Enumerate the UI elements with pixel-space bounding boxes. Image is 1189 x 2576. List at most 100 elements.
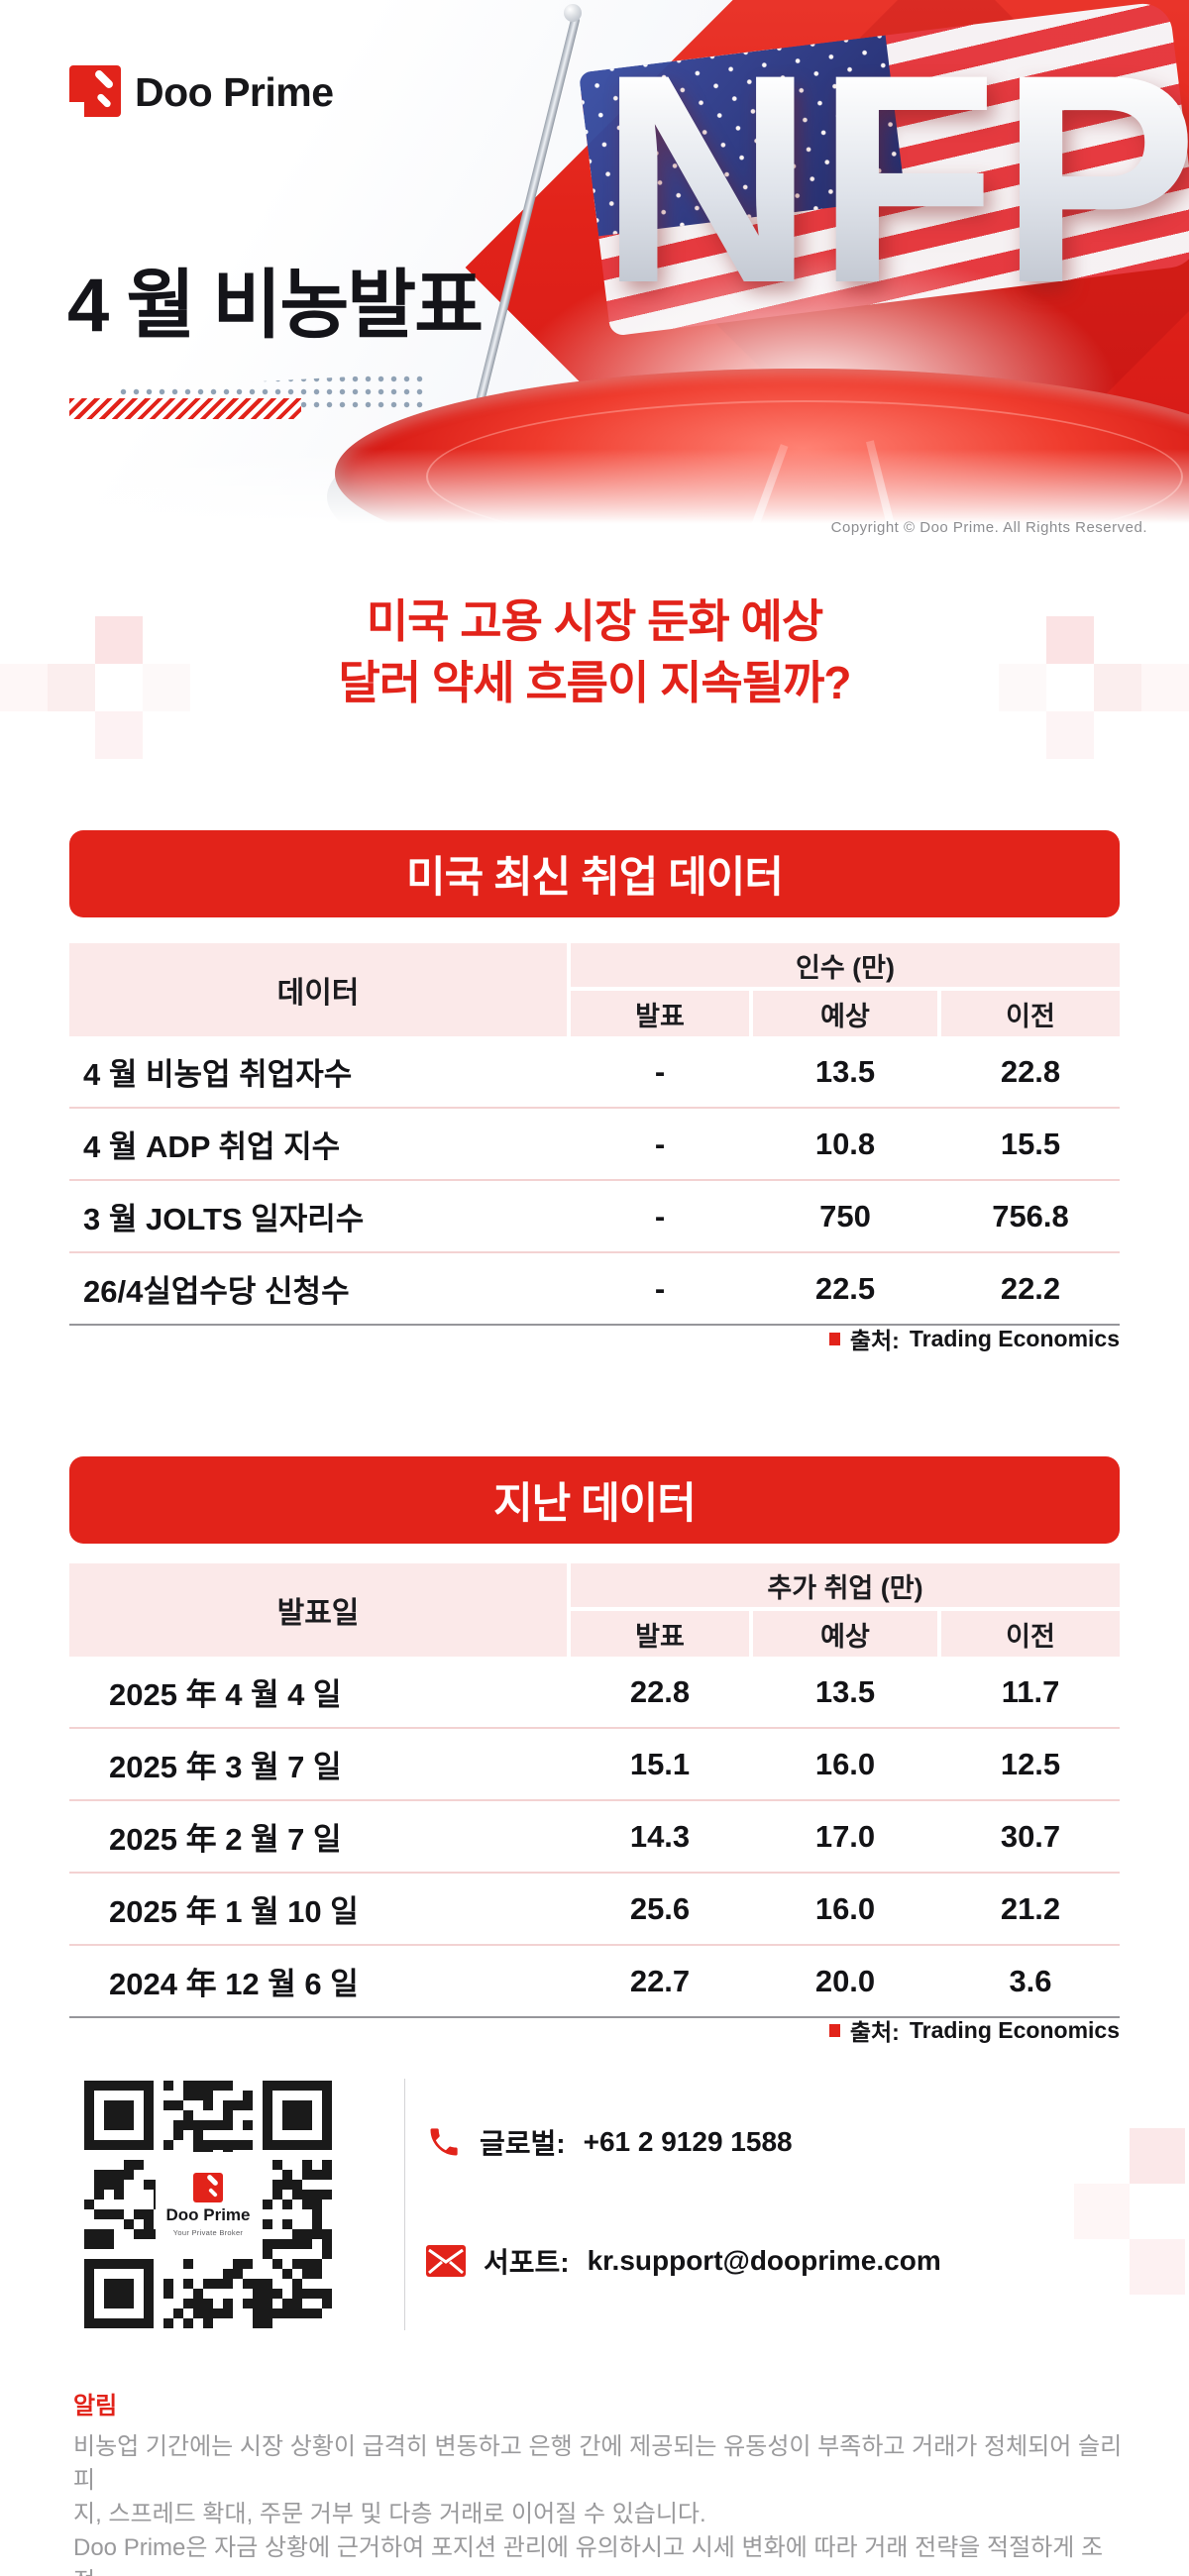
notice-line: 비농업 기간에는 시장 상황이 급격히 변동하고 은행 간에 제공되는 유동성이…	[73, 2433, 1123, 2494]
row-label-cell: 2025 年 3 월 7 일	[109, 1750, 342, 1784]
dooprime-logo-icon	[193, 2172, 223, 2202]
row-label-cell: 2025 年 1 월 10 일	[109, 1894, 359, 1929]
announced-value-cell: -	[654, 1270, 666, 1306]
expected-value-cell: 16.0	[814, 1746, 876, 1781]
announced-value-cell: 25.6	[629, 1890, 691, 1926]
email-contact-row: 서포트: kr.support@dooprime.com	[426, 2241, 941, 2281]
expected-value-cell: 17.0	[814, 1818, 876, 1854]
row-label-cell: 3 월 JOLTS 일자리수	[83, 1202, 365, 1236]
qr-brand-name: Doo Prime	[165, 2204, 251, 2224]
table-row: 4 월 ADP 취업 지수 - 10.8 15.5	[69, 1109, 1120, 1181]
logo-notch	[69, 102, 84, 117]
notice-line: Doo Prime은 자금 상황에 근거하여 포지션 관리에 유의하시고 시세 …	[73, 2534, 1104, 2576]
table-row: 2025 年 1 월 10 일 25.6 16.0 21.2	[69, 1874, 1120, 1946]
checker-decoration	[1046, 711, 1094, 759]
notice-line: 지, 스프레드 확대, 주문 거부 및 다층 거래로 이어질 수 있습니다.	[73, 2501, 706, 2527]
checker-decoration	[1046, 616, 1094, 664]
phone-icon	[426, 2124, 462, 2160]
past-table-header: 발표일 추가 취업 (만) 발표 예상 이전	[69, 1563, 1120, 1657]
previous-value-cell: 22.8	[1000, 1053, 1061, 1089]
phone-label: 글로벌:	[480, 2128, 566, 2159]
table-row: 3 월 JOLTS 일자리수 - 750 756.8	[69, 1181, 1120, 1253]
checker-decoration	[1130, 2239, 1185, 2295]
hero-section: NFP	[0, 0, 1189, 540]
qr-brand-tagline: Your Private Broker	[172, 2227, 244, 2237]
subheader-announced: 발표	[571, 991, 749, 1036]
row-label-cell: 2025 年 2 월 7 일	[109, 1822, 342, 1857]
row-label-cell: 4 월 ADP 취업 지수	[83, 1129, 341, 1164]
headline-line2: 달러 약세 흐름이 지속될까?	[338, 657, 852, 708]
table-row: 4 월 비농업 취업자수 - 13.5 22.8	[69, 1036, 1120, 1109]
headline-line1: 미국 고용 시장 둔화 예상	[366, 595, 823, 647]
subheader-previous: 이전	[941, 991, 1120, 1036]
expected-value-cell: 13.5	[814, 1673, 876, 1709]
hero-fade	[0, 449, 1189, 540]
expected-value-cell: 750	[819, 1198, 871, 1234]
source-note: 출처: Trading Economics	[828, 2013, 1120, 2047]
source-label: 출처:	[849, 1328, 900, 1353]
expected-value-cell: 13.5	[814, 1053, 876, 1089]
row-label-cell: 2025 年 4 월 4 일	[109, 1677, 342, 1712]
table-row: 2024 年 12 월 6 일 22.7 20.0 3.6	[69, 1946, 1120, 2018]
vertical-divider	[404, 2079, 405, 2330]
previous-value-cell: 3.6	[1009, 1963, 1052, 1998]
row-label-cell: 4 월 비농업 취업자수	[83, 1057, 353, 1092]
previous-value-cell: 11.7	[1001, 1673, 1060, 1709]
subheader-previous: 이전	[941, 1611, 1120, 1657]
source-value: Trading Economics	[909, 1325, 1120, 1351]
email-address[interactable]: kr.support@dooprime.com	[587, 2245, 941, 2276]
subheader-expected: 예상	[753, 991, 937, 1036]
latest-table-rows: 4 월 비농업 취업자수 - 13.5 22.8 4 월 ADP 취업 지수 - 10.8 1…	[69, 1036, 1120, 1326]
expected-value-cell: 22.5	[814, 1270, 876, 1306]
mail-icon	[426, 2245, 466, 2277]
announced-value-cell: -	[654, 1126, 666, 1161]
checker-decoration	[1074, 2184, 1130, 2239]
flag-pole-finial	[564, 4, 582, 22]
checker-decoration	[0, 664, 48, 711]
latest-table-header: 데이터 인수 (만) 발표 예상 이전	[69, 943, 1120, 1036]
notice-section: 알림 비농업 기간에는 시장 상황이 급격히 변동하고 은행 간에 제공되는 유…	[73, 2386, 1124, 2576]
announced-value-cell: 14.3	[629, 1818, 691, 1854]
expected-value-cell: 20.0	[814, 1963, 876, 1998]
announced-value-cell: 22.7	[629, 1963, 691, 1998]
checker-decoration	[1130, 2128, 1185, 2184]
past-data-banner: 지난 데이터	[69, 1456, 1120, 1544]
previous-value-cell: 756.8	[992, 1198, 1069, 1234]
table-row: 2025 年 2 월 7 일 14.3 17.0 30.7	[69, 1801, 1120, 1874]
announced-value-cell: 22.8	[629, 1673, 691, 1709]
source-value: Trading Economics	[909, 2016, 1120, 2043]
table-row: 2025 年 4 월 4 일 22.8 13.5 11.7	[69, 1657, 1120, 1729]
checker-decoration	[95, 711, 143, 759]
expected-value-cell: 10.8	[814, 1126, 876, 1161]
phone-contact-row: 글로벌: +61 2 9129 1588	[426, 2122, 793, 2162]
checker-decoration	[1094, 664, 1141, 711]
notice-title: 알림	[73, 2393, 118, 2419]
expected-value-cell: 16.0	[814, 1890, 876, 1926]
headline: 미국 고용 시장 둔화 예상 달러 약세 흐름이 지속될까?	[0, 590, 1189, 713]
column-header-release-date: 발표일	[69, 1563, 567, 1657]
announced-value-cell: -	[654, 1053, 666, 1089]
source-bullet-icon	[828, 2023, 840, 2037]
subheader-announced: 발표	[571, 1611, 749, 1657]
table-row: 26/4실업수당 신청수 - 22.5 22.2	[69, 1253, 1120, 1326]
source-bullet-icon	[828, 1332, 840, 1345]
previous-value-cell: 21.2	[1000, 1890, 1061, 1926]
nfp-3d-text: NFP	[583, 30, 1189, 327]
announced-value-cell: -	[654, 1198, 666, 1234]
brand-name: Doo Prime	[135, 69, 334, 115]
source-label: 출처:	[849, 2019, 900, 2045]
copyright-text: Copyright © Doo Prime. All Rights Reserv…	[830, 519, 1147, 536]
group-header-added-jobs: 추가 취업 (만)	[571, 1563, 1120, 1607]
poster-title: 4 월 비농발표	[67, 264, 484, 348]
qr-center-logo: Doo Prime Your Private Broker	[156, 2152, 261, 2257]
dooprime-logo-icon	[69, 65, 121, 117]
announced-value-cell: 15.1	[629, 1746, 691, 1781]
checker-decoration	[95, 616, 143, 664]
email-label: 서포트:	[484, 2247, 570, 2278]
previous-value-cell: 30.7	[1000, 1818, 1061, 1854]
phone-number[interactable]: +61 2 9129 1588	[583, 2126, 793, 2157]
previous-value-cell: 22.2	[1000, 1270, 1061, 1306]
latest-data-banner: 미국 최신 취업 데이터	[69, 830, 1120, 917]
checker-decoration	[999, 664, 1046, 711]
